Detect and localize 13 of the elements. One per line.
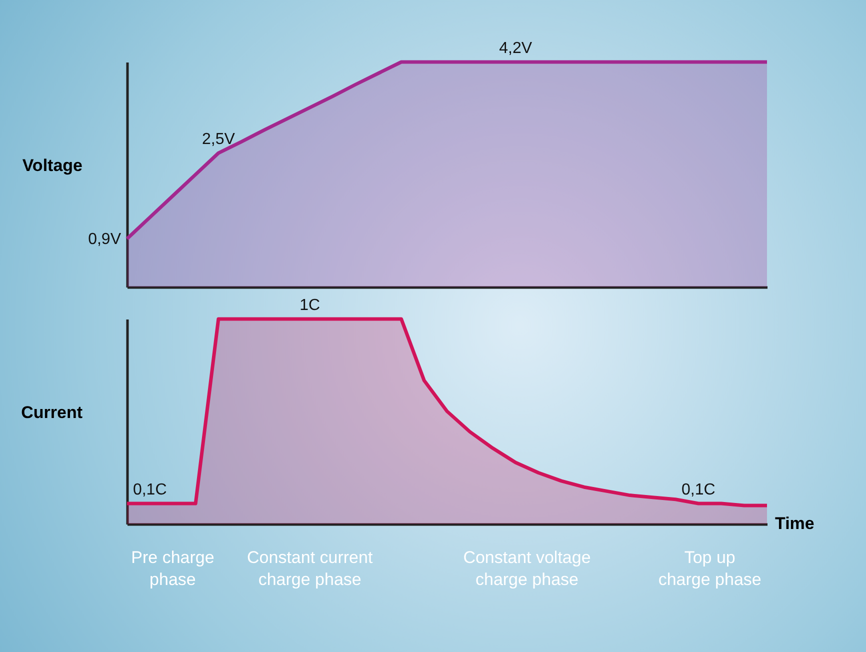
data-label: 0,1C xyxy=(132,482,167,498)
data-label: 0,1C xyxy=(682,482,716,498)
data-label: 4,2V xyxy=(499,40,532,57)
data-label: 1C xyxy=(300,297,320,314)
text: Constant voltage charge phase xyxy=(463,548,591,589)
y-axis-title: Voltage xyxy=(22,156,82,175)
data-label: 0,9V xyxy=(88,230,122,248)
y-axis-title: Current xyxy=(21,403,83,422)
data-label: 2,5V xyxy=(202,131,236,148)
x-axis-title: Time xyxy=(775,514,814,533)
text: Pre charge phase xyxy=(131,548,214,589)
text: Constant current charge phase xyxy=(247,548,373,589)
text: Top up charge phase xyxy=(658,548,762,589)
